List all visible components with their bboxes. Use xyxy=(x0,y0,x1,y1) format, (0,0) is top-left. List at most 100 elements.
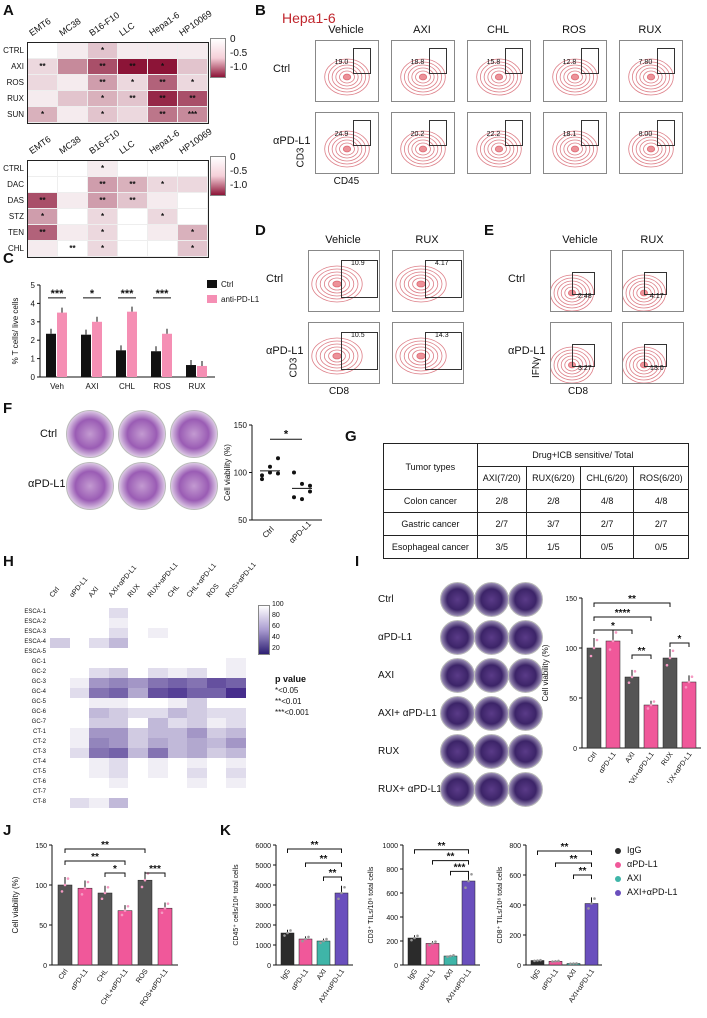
h-cell xyxy=(187,748,207,758)
h-scale-label: 60 xyxy=(272,623,280,630)
sig-bracket xyxy=(631,654,652,659)
contour-line xyxy=(491,142,507,156)
bar xyxy=(57,884,73,966)
h-cell xyxy=(206,758,227,768)
h-cell xyxy=(69,758,90,768)
h-row-label: CT-5 xyxy=(32,769,46,775)
f-point xyxy=(292,495,296,500)
h-cell xyxy=(167,658,188,668)
contour-core xyxy=(571,146,579,152)
heatmap-a-top-cell: ** xyxy=(148,75,178,91)
contour-line xyxy=(483,64,515,90)
heatmap-a-top-cell xyxy=(148,43,178,59)
h-cell xyxy=(128,618,148,628)
h-cell xyxy=(167,748,188,758)
data-point xyxy=(551,960,554,963)
contour-line xyxy=(323,274,351,294)
sig-label: *** xyxy=(454,862,466,873)
panel-k-cd45-chart: 0 1000 2000 3000 4000 5000 6000 CD45⁺ cells/10⁶… xyxy=(233,840,353,1004)
data-point xyxy=(590,902,593,905)
contour-line xyxy=(339,70,355,84)
sig-bracket xyxy=(573,874,592,879)
data-point xyxy=(557,959,560,963)
h-cell xyxy=(69,768,90,778)
h-row-label: ESCA-4 xyxy=(24,639,46,645)
h-cell xyxy=(226,648,246,658)
heatmap-a-top-cell xyxy=(58,59,88,75)
flow-b-contours xyxy=(400,130,446,168)
heatmap-a-top-cell: * xyxy=(148,59,178,75)
contour-line xyxy=(328,277,346,291)
colony-dish xyxy=(508,734,543,769)
sig-label: ** xyxy=(579,866,587,877)
y-axis-label: CD45⁺ cells/10⁶ total cells xyxy=(233,864,240,946)
h-cell xyxy=(147,778,168,788)
sig-bracket xyxy=(414,849,469,854)
contour-line xyxy=(339,142,355,156)
bar xyxy=(584,903,599,966)
data-point xyxy=(434,940,437,943)
c-x-tick-label: Veh xyxy=(50,382,64,391)
f-sig-label: * xyxy=(284,428,289,440)
h-cell xyxy=(187,758,207,768)
sig-label: ** xyxy=(561,842,569,853)
h-pvalue-title: p value xyxy=(275,674,307,684)
y-tick-label: 800 xyxy=(386,867,398,874)
h-cell xyxy=(69,738,90,748)
flow-d-contours xyxy=(311,265,363,303)
h-row-label: ESCA-2 xyxy=(24,619,46,625)
h-cell xyxy=(50,708,70,718)
h-cell xyxy=(147,648,168,658)
h-cell xyxy=(89,608,109,618)
h-cell xyxy=(50,608,70,618)
y-tick-label: 0 xyxy=(267,963,271,970)
h-cell xyxy=(206,788,227,798)
data-point xyxy=(470,872,473,876)
panel-label-d: D xyxy=(255,222,266,239)
sig-label: ** xyxy=(447,852,455,863)
heatmap-a-bottom-row-label: TEN xyxy=(8,228,24,237)
heatmap-a-bottom-cell xyxy=(58,161,88,177)
h-cell xyxy=(226,638,246,648)
flow-b-plot: 24.9 xyxy=(315,112,379,174)
data-point xyxy=(446,955,449,959)
h-cell xyxy=(50,618,70,628)
c-legend-label: anti-PD-L1 xyxy=(221,295,260,304)
flow-d-plot: 10.9 xyxy=(308,250,380,312)
data-point xyxy=(163,906,167,910)
h-cell xyxy=(108,628,129,638)
h-cell xyxy=(147,748,168,758)
heatmap-a-bottom-cell: ** xyxy=(118,193,148,209)
contour-line xyxy=(315,268,359,300)
y-tick-label: 600 xyxy=(509,873,521,880)
contour-line xyxy=(395,265,447,303)
flow-e-gate-value: 4.17 xyxy=(650,293,664,300)
data-point xyxy=(83,886,87,890)
h-cell xyxy=(206,648,227,658)
f-point xyxy=(276,471,280,476)
data-point xyxy=(63,883,67,887)
heatmap-a-bottom-cell: * xyxy=(28,209,58,225)
h-cell xyxy=(167,638,188,648)
h-cell xyxy=(226,718,246,728)
heatmap-a-bottom-cell: * xyxy=(88,161,118,177)
flow-b-gate-value: 19.0 xyxy=(334,59,349,66)
heatmap-a-top-cell: ** xyxy=(88,59,118,75)
data-point xyxy=(286,931,289,935)
h-cell xyxy=(128,798,148,808)
data-point xyxy=(614,631,618,634)
h-cell xyxy=(50,798,70,808)
heatmap-a-top-cell xyxy=(118,107,148,123)
data-point xyxy=(668,656,672,660)
contour-line xyxy=(412,349,430,363)
h-cell xyxy=(89,778,109,788)
h-cell xyxy=(187,648,207,658)
c-x-tick-label: RUX xyxy=(189,382,207,391)
i-row-label: RUX xyxy=(378,746,400,757)
data-point xyxy=(592,646,596,650)
x-tick-label: αPD-L1 xyxy=(541,968,560,992)
data-point xyxy=(123,909,127,912)
h-cell xyxy=(108,648,129,658)
heatmap-a-top-cell xyxy=(58,43,88,59)
heatmap-a-top-cell xyxy=(28,75,58,91)
